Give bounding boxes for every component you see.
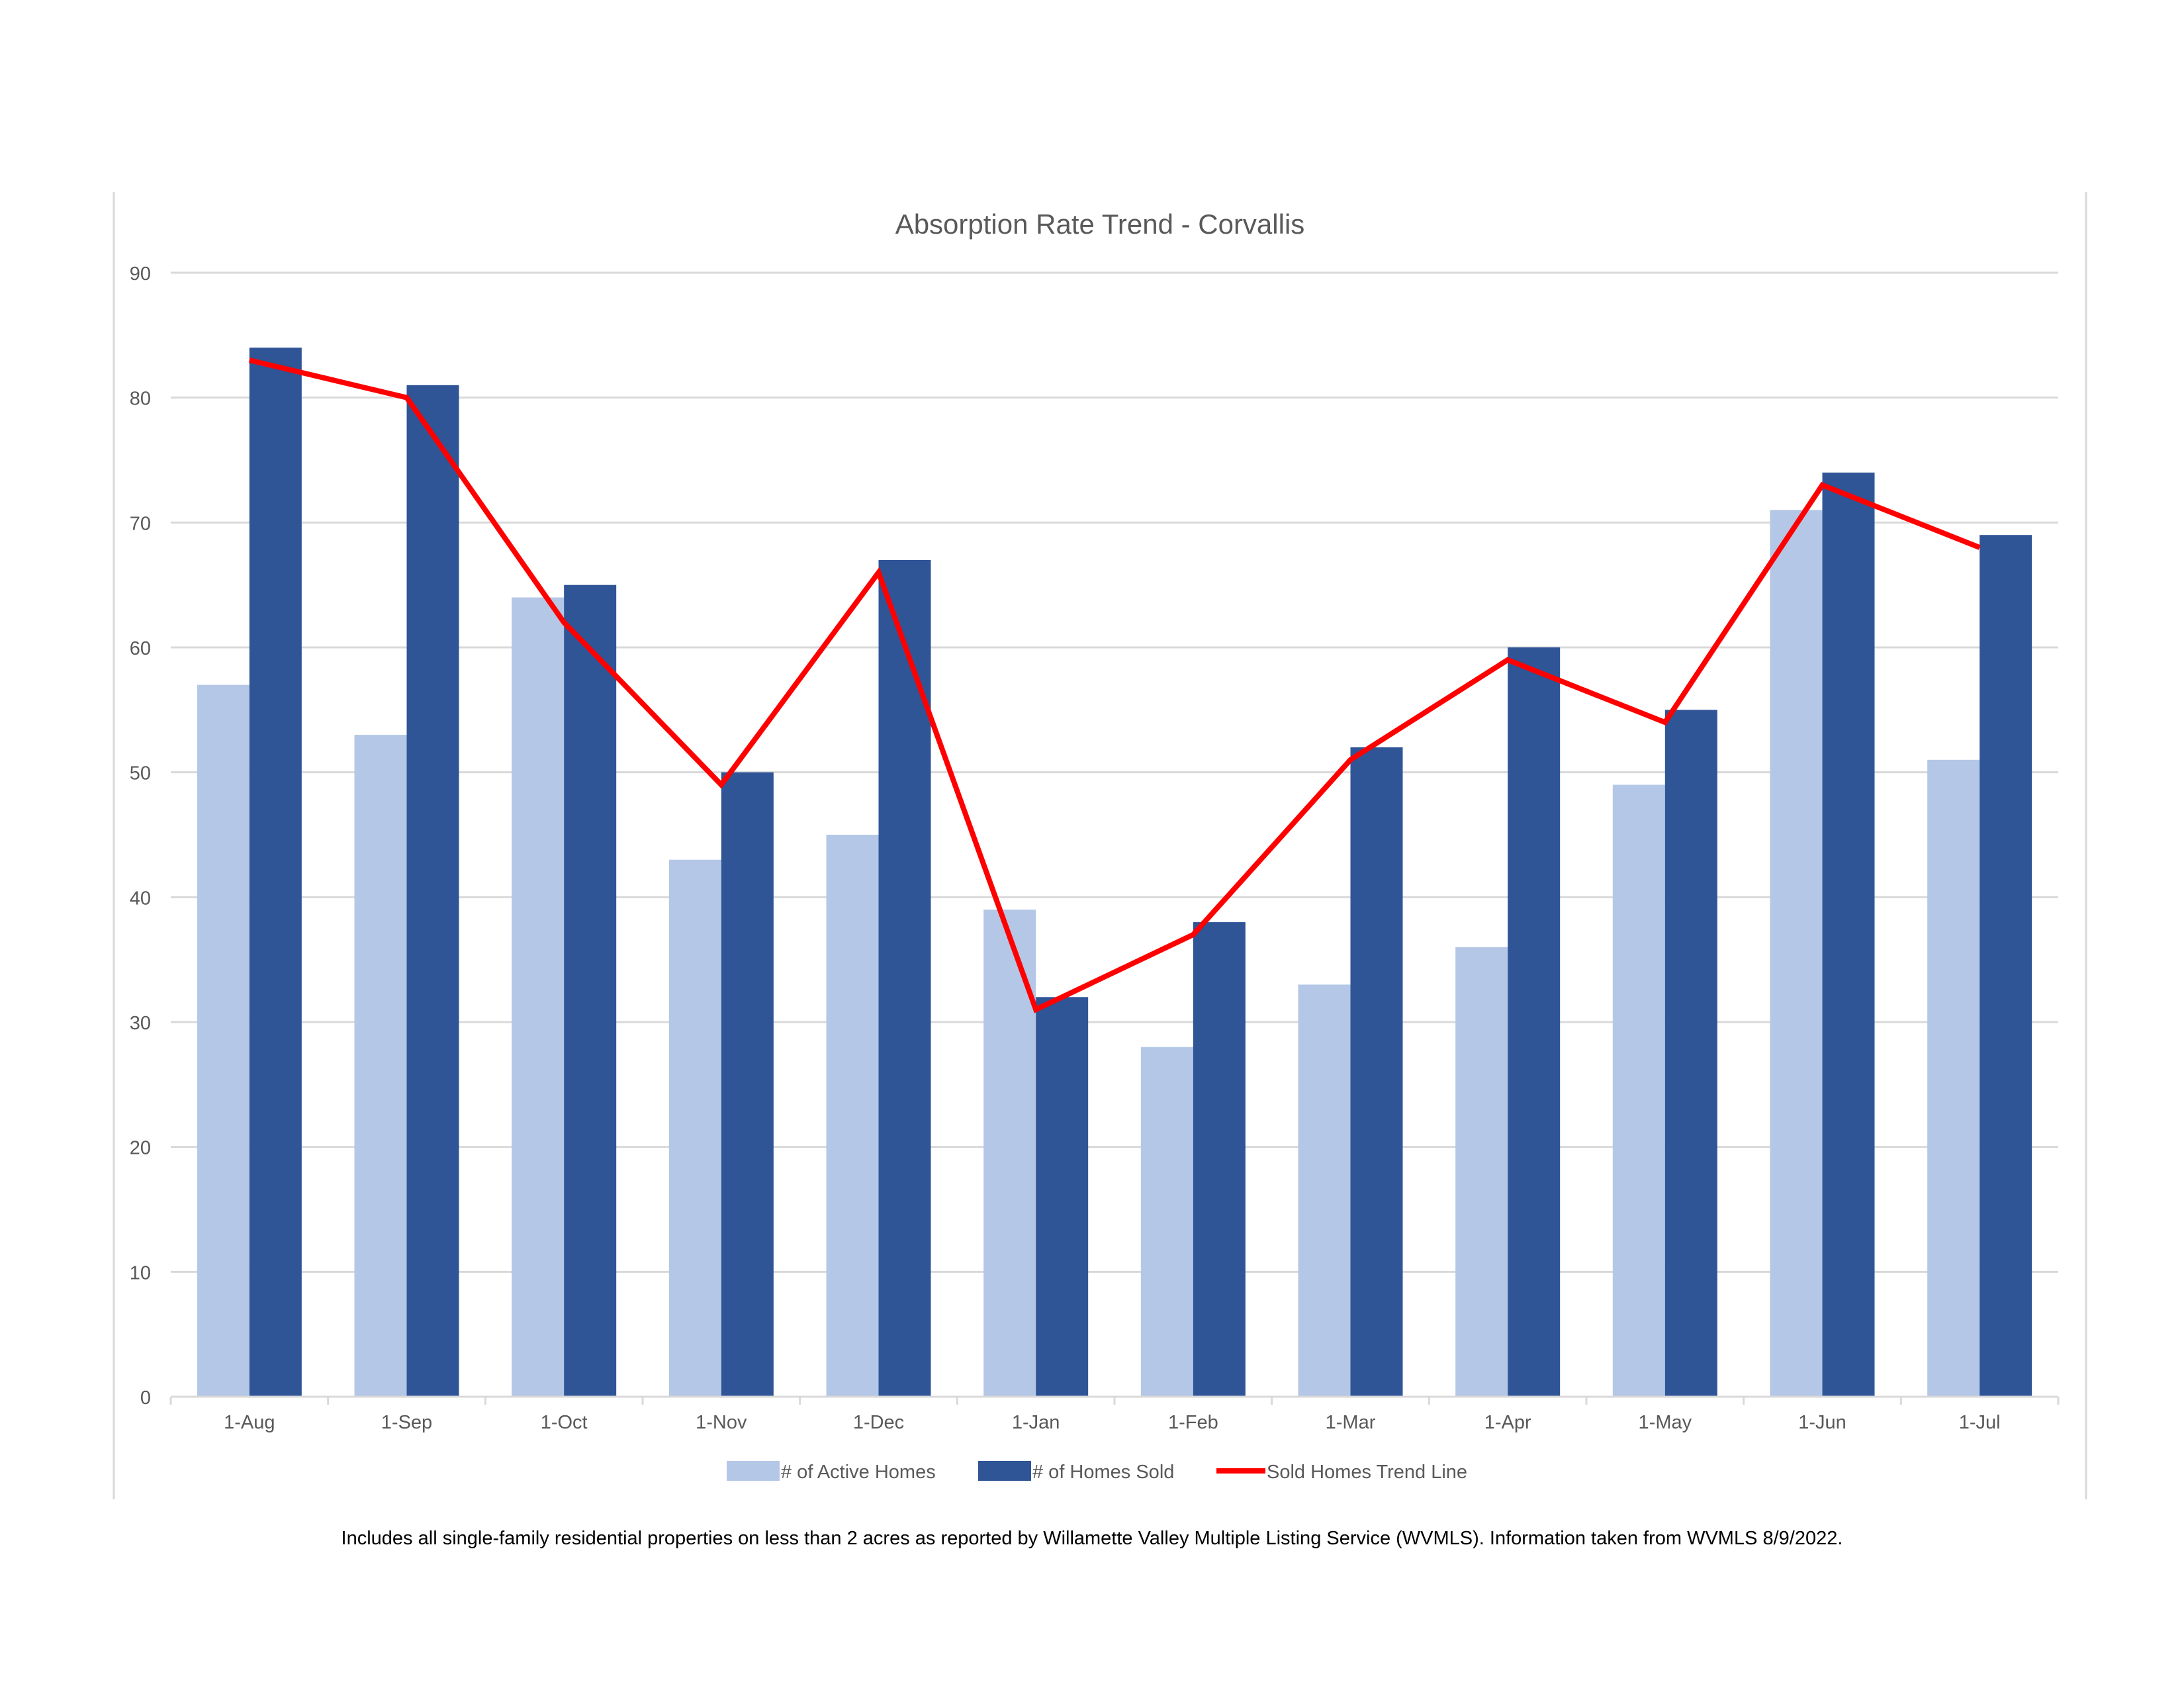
x-tick-label: 1-Apr	[1484, 1412, 1531, 1433]
legend-label: Sold Homes Trend Line	[1267, 1462, 1467, 1483]
x-tick-label: 1-Sep	[381, 1412, 432, 1433]
bar-active-homes	[1770, 510, 1823, 1397]
bar-homes-sold	[1664, 710, 1717, 1397]
x-tick-label: 1-Oct	[541, 1412, 588, 1433]
y-tick-label: 50	[130, 763, 151, 784]
bar-homes-sold	[1193, 922, 1246, 1397]
y-tick-label: 20	[130, 1138, 151, 1159]
bar-active-homes	[354, 735, 407, 1397]
bar-active-homes	[1140, 1047, 1193, 1397]
x-tick-label: 1-May	[1639, 1412, 1692, 1433]
legend-active-homes: # of Active Homes	[727, 1461, 936, 1483]
bars	[197, 348, 2032, 1397]
y-tick-label: 70	[130, 513, 151, 534]
chart-title: Absorption Rate Trend - Corvallis	[895, 209, 1305, 240]
bar-active-homes	[512, 597, 565, 1397]
y-tick-label: 10	[130, 1262, 151, 1284]
legend-swatch	[727, 1461, 780, 1481]
bar-active-homes	[197, 684, 250, 1397]
trend-line	[248, 357, 1981, 1013]
bar-active-homes	[1298, 984, 1351, 1397]
bar-homes-sold	[1822, 472, 1875, 1397]
x-axis	[169, 1395, 2060, 1405]
bar-homes-sold	[1350, 747, 1403, 1397]
y-tick-label: 40	[130, 888, 151, 909]
bar-homes-sold	[1979, 535, 2032, 1397]
bar-active-homes	[826, 835, 879, 1397]
legend-swatch	[978, 1461, 1031, 1481]
x-tick-label: 1-Jul	[1959, 1412, 2001, 1433]
bar-homes-sold	[1508, 647, 1561, 1397]
y-tick-label: 60	[130, 638, 151, 659]
y-tick-label: 80	[130, 389, 151, 410]
legend: # of Active Homes # of Homes Sold Sold Hom…	[727, 1461, 1467, 1483]
x-tick-label: 1-Feb	[1168, 1412, 1218, 1433]
x-tick-label: 1-Jan	[1012, 1412, 1060, 1433]
y-tick-label: 90	[130, 263, 151, 285]
bar-active-homes	[668, 859, 721, 1397]
legend-trend-line: Sold Homes Trend Line	[1216, 1462, 1467, 1483]
bar-homes-sold	[406, 385, 459, 1397]
x-tick-label: 1-Dec	[853, 1412, 904, 1433]
x-tick-label: 1-Nov	[696, 1412, 747, 1433]
gridlines	[171, 271, 2058, 1273]
x-tick-label: 1-Jun	[1798, 1412, 1846, 1433]
bar-homes-sold	[878, 559, 931, 1397]
bar-active-homes	[1455, 947, 1508, 1397]
bar-active-homes	[1612, 784, 1665, 1397]
bar-homes-sold	[1036, 997, 1089, 1397]
bar-active-homes	[1927, 759, 1980, 1397]
x-axis-ticks: 1-Aug 1-Sep 1-Oct 1-Nov 1-Dec 1-Jan 1-Feb 1-Mar…	[224, 1412, 2000, 1433]
trend-line-layer	[248, 357, 1981, 1013]
bar-homes-sold	[564, 585, 617, 1397]
legend-homes-sold: # of Homes Sold	[978, 1461, 1174, 1483]
y-tick-label: 0	[140, 1387, 151, 1409]
footnote: Includes all single-family residential p…	[341, 1528, 1843, 1549]
bar-homes-sold	[721, 772, 774, 1397]
legend-label: # of Active Homes	[781, 1462, 936, 1483]
y-axis-ticks: 0 10 20 30 40 50 60 70 80 90	[130, 263, 151, 1409]
y-tick-label: 30	[130, 1013, 151, 1034]
legend-label: # of Homes Sold	[1032, 1462, 1174, 1483]
x-tick-label: 1-Mar	[1326, 1412, 1376, 1433]
bar-homes-sold	[249, 348, 302, 1397]
x-tick-label: 1-Aug	[224, 1412, 275, 1433]
